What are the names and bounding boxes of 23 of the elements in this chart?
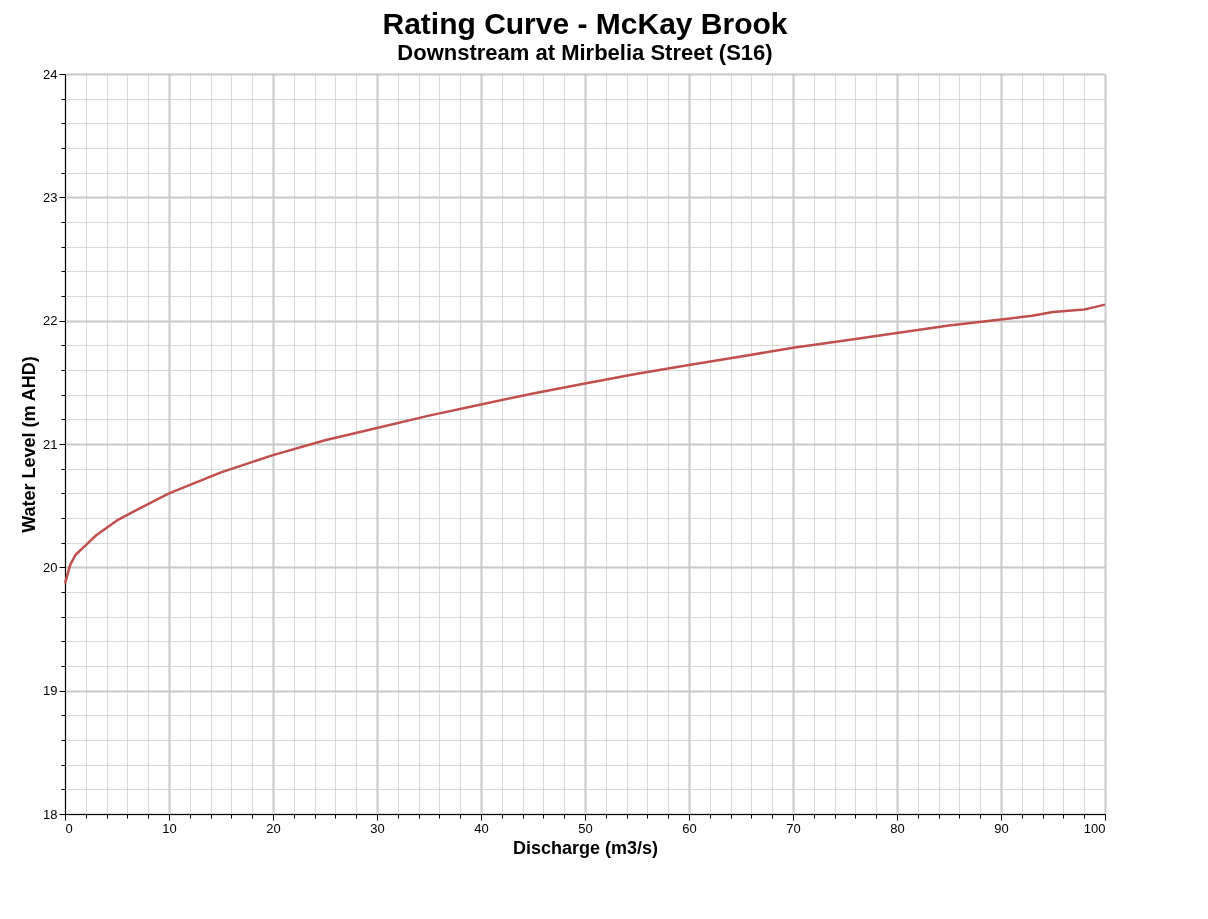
x-tick-label: 50 — [578, 820, 593, 836]
x-tick-label: 70 — [786, 820, 801, 836]
x-tick-label: 0 — [65, 820, 73, 836]
y-tick-label: 19 — [43, 683, 58, 699]
x-axis-title: Discharge (m3/s) — [512, 837, 659, 858]
x-tick-label: 90 — [994, 820, 1009, 836]
y-tick-label: 20 — [43, 559, 58, 575]
y-axis-title: Water Level (m AHD) — [19, 356, 40, 533]
y-tick-label: 21 — [43, 436, 58, 452]
chart-title: Rating Curve - McKay Brook — [382, 7, 788, 40]
y-tick-label: 23 — [43, 189, 58, 205]
x-tick-label: 20 — [266, 820, 281, 836]
x-tick-label: 40 — [474, 820, 489, 836]
x-tick-label: 60 — [682, 820, 697, 836]
x-tick-label: 10 — [162, 820, 177, 836]
x-tick-label: 80 — [890, 820, 905, 836]
chart-subtitle: Downstream at Mirbelia Street (S16) — [397, 40, 773, 65]
y-tick-label: 22 — [43, 313, 58, 329]
x-tick-label: 100 — [1083, 820, 1106, 836]
y-tick-label: 18 — [43, 806, 58, 822]
line-series — [63, 303, 1107, 585]
y-tick-label: 24 — [43, 66, 58, 82]
x-tick-label: 30 — [370, 820, 385, 836]
